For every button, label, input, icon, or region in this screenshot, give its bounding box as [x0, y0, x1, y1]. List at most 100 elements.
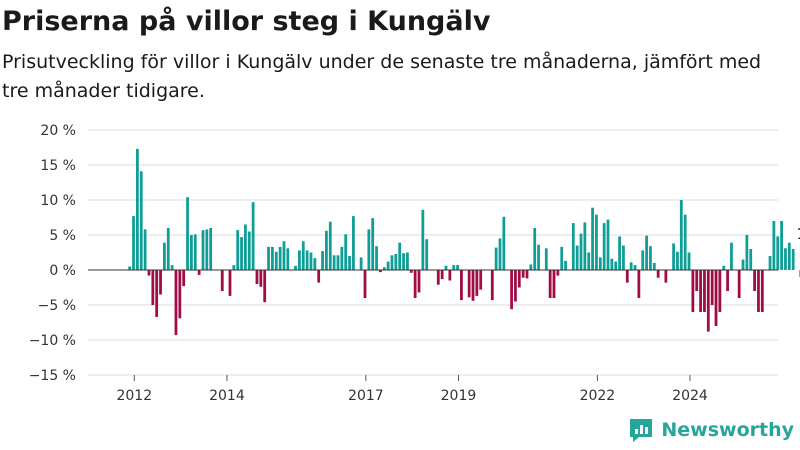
bar [278, 246, 282, 270]
bar [672, 243, 675, 270]
bar [228, 270, 232, 296]
bar [132, 216, 135, 270]
bar [560, 246, 564, 270]
bar [768, 256, 772, 270]
bar-chart: −15 % −10 % −5 % 0 % 5 % 10 % 15 % 20 % 2012 2014… [29, 123, 800, 402]
bar [159, 270, 162, 295]
bar [776, 236, 780, 270]
bar [394, 253, 398, 270]
bar [440, 270, 444, 280]
bar [791, 249, 795, 270]
bar [398, 242, 402, 270]
bar [556, 270, 560, 276]
bar [425, 239, 429, 270]
x-tick-label: 2017 [348, 388, 384, 402]
bar [340, 246, 344, 270]
bar [317, 270, 321, 283]
bar [205, 229, 209, 270]
bar [683, 214, 687, 270]
chart-title: Priserna på villor steg i Kungälv [2, 6, 491, 37]
bar [456, 265, 459, 270]
bar [220, 270, 224, 291]
bar [371, 218, 375, 270]
bar [247, 231, 251, 270]
bar [780, 221, 783, 270]
bar [363, 270, 367, 298]
bar [649, 246, 652, 270]
bar [745, 235, 749, 270]
bar [255, 270, 259, 284]
bar [718, 270, 722, 312]
bar [421, 209, 425, 270]
chart-subtitle: Prisutveckling för villor i Kungälv unde… [2, 51, 762, 102]
bar [737, 270, 741, 298]
bar [664, 270, 668, 283]
end-value-label: 1 % [796, 225, 800, 243]
bar [749, 249, 753, 270]
bar [591, 207, 594, 270]
bar [336, 255, 340, 270]
y-tick-label: −10 % [29, 333, 76, 349]
bar [182, 270, 186, 287]
bar [610, 258, 614, 270]
bar [471, 270, 475, 301]
bar [271, 246, 274, 270]
brand-logo: Newsworthy [627, 416, 794, 444]
bar [537, 244, 540, 270]
bar [325, 230, 328, 270]
bar [602, 223, 606, 270]
x-tick-label: 2024 [672, 388, 708, 402]
bar [622, 245, 625, 270]
bar [656, 270, 660, 278]
bar [652, 263, 656, 270]
bar [128, 266, 132, 270]
bar [282, 241, 286, 270]
bar [730, 242, 733, 270]
bar [139, 171, 143, 270]
bar [155, 270, 159, 317]
bar [552, 270, 556, 298]
bar [525, 270, 529, 279]
bar [301, 241, 305, 270]
bar [714, 270, 718, 326]
bar [521, 270, 525, 278]
bar [190, 235, 193, 270]
bar [475, 270, 479, 296]
bar [564, 260, 567, 270]
bar [772, 221, 776, 270]
bar [676, 251, 679, 270]
bar [691, 270, 695, 312]
bar [359, 257, 363, 270]
y-tick-label: 15 % [40, 158, 76, 174]
bar [614, 261, 618, 270]
bar [321, 251, 324, 270]
bar [166, 228, 170, 270]
bar [259, 270, 263, 287]
bar [637, 270, 641, 298]
y-tick-label: −5 % [38, 298, 76, 314]
bar [240, 237, 243, 270]
bar [679, 200, 683, 270]
bar [460, 270, 463, 301]
bar [517, 270, 521, 288]
bar [641, 250, 645, 270]
bar [548, 270, 552, 298]
bar [571, 223, 575, 270]
bar [544, 248, 548, 270]
bar [417, 270, 421, 293]
bar [645, 235, 648, 270]
bar [452, 265, 456, 270]
bar [406, 252, 409, 270]
bar [625, 270, 629, 283]
bar [514, 270, 517, 302]
bar [741, 259, 745, 270]
y-tick-label: 20 % [40, 123, 76, 139]
bar [367, 229, 371, 270]
bar [386, 261, 390, 270]
y-tick-label: 10 % [40, 193, 76, 209]
bar [757, 270, 760, 312]
bar [305, 250, 309, 270]
bar [687, 252, 691, 270]
y-tick-label: −15 % [29, 368, 76, 384]
bar [328, 221, 332, 270]
